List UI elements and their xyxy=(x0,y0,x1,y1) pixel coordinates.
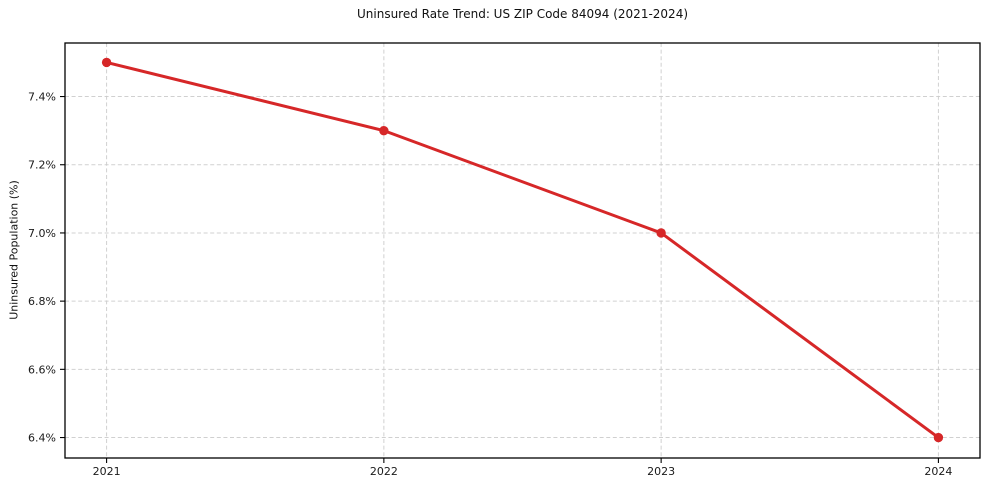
x-tick-label: 2022 xyxy=(370,465,398,478)
chart-title: Uninsured Rate Trend: US ZIP Code 84094 … xyxy=(356,7,689,21)
data-point-marker xyxy=(933,432,944,443)
data-point-marker xyxy=(101,57,112,68)
y-tick-label: 6.4% xyxy=(28,432,56,445)
data-point-marker xyxy=(379,125,389,136)
y-tick-label: 7.4% xyxy=(28,91,56,104)
y-tick-label: 6.8% xyxy=(28,295,56,308)
y-tick-label: 7.0% xyxy=(28,227,56,240)
x-tick-label: 2024 xyxy=(924,465,952,478)
x-tick-label: 2023 xyxy=(647,465,675,478)
trend-line xyxy=(105,60,940,440)
data-point-marker xyxy=(656,228,666,238)
y-tick-label: 7.2% xyxy=(28,159,56,172)
y-tick-label: 6.6% xyxy=(28,363,56,376)
plot-border xyxy=(64,42,981,459)
x-tick-label: 2021 xyxy=(93,465,121,478)
